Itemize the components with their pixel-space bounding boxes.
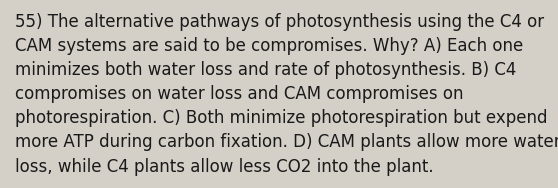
Text: more ATP during carbon fixation. D) CAM plants allow more water: more ATP during carbon fixation. D) CAM … (15, 133, 558, 152)
Text: compromises on water loss and CAM compromises on: compromises on water loss and CAM compro… (15, 85, 464, 103)
Text: minimizes both water loss and rate of photosynthesis. B) C4: minimizes both water loss and rate of ph… (15, 61, 517, 79)
Text: photorespiration. C) Both minimize photorespiration but expend: photorespiration. C) Both minimize photo… (15, 109, 547, 127)
Text: 55) The alternative pathways of photosynthesis using the C4 or: 55) The alternative pathways of photosyn… (15, 13, 544, 31)
Text: loss, while C4 plants allow less CO2 into the plant.: loss, while C4 plants allow less CO2 int… (15, 158, 434, 176)
Text: CAM systems are said to be compromises. Why? A) Each one: CAM systems are said to be compromises. … (15, 37, 523, 55)
